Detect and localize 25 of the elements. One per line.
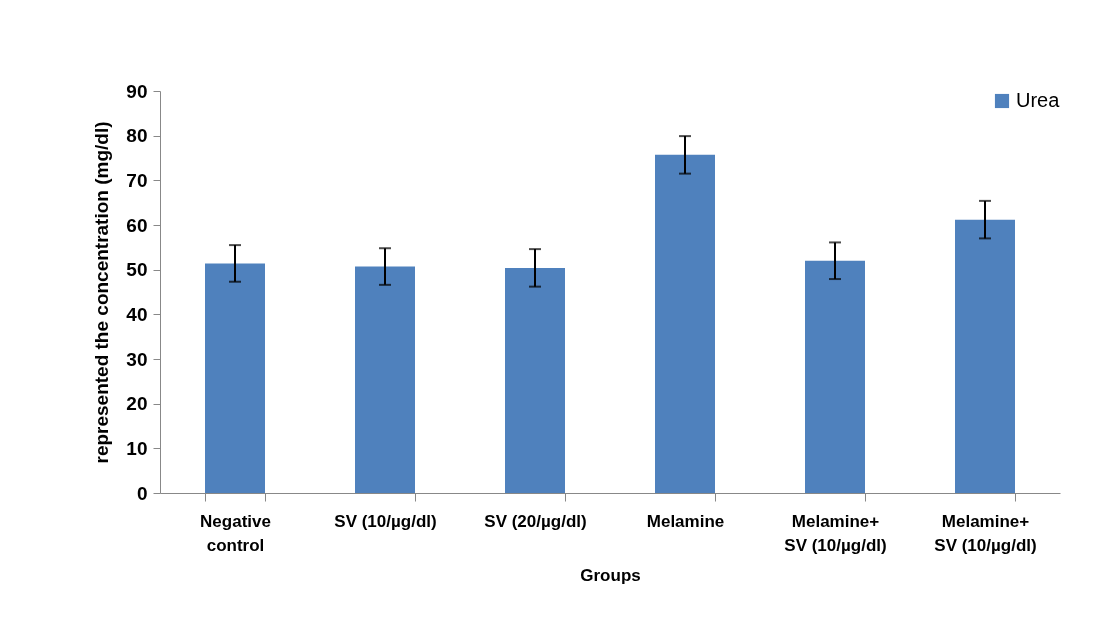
y-tick-label: 0: [136, 482, 148, 504]
y-tick-label: 80: [126, 125, 148, 147]
y-tick-label: 60: [126, 214, 148, 236]
y-tick-label: 40: [126, 303, 148, 325]
bar: [955, 219, 1015, 493]
y-tick-label: 30: [126, 348, 148, 370]
x-tick-label: Negative control: [200, 511, 271, 555]
x-tick-label: Melamine+ SV (10/µg/dl): [934, 511, 1037, 555]
x-tick-label: SV (20/µg/dl): [484, 511, 587, 531]
x-tick-label: Melamine: [646, 511, 725, 531]
bar: [505, 267, 565, 493]
bar: [355, 266, 415, 493]
bar: [655, 154, 715, 493]
y-axis-title: represented the concentration (mg/dl): [91, 121, 113, 464]
y-tick-label: 70: [126, 169, 148, 191]
x-tick-label: Melamine+ SV (10/µg/dl): [784, 511, 887, 555]
x-tick-label: SV (10/µg/dl): [334, 511, 437, 531]
y-tick-label: 90: [126, 80, 148, 102]
bar: [205, 263, 265, 493]
x-axis-title: Groups: [580, 565, 641, 585]
y-tick-label: 50: [126, 259, 148, 281]
y-tick-label: 20: [126, 393, 148, 415]
bar: [805, 260, 865, 493]
legend-label: Urea: [1016, 89, 1061, 111]
y-tick-label: 10: [126, 437, 148, 459]
